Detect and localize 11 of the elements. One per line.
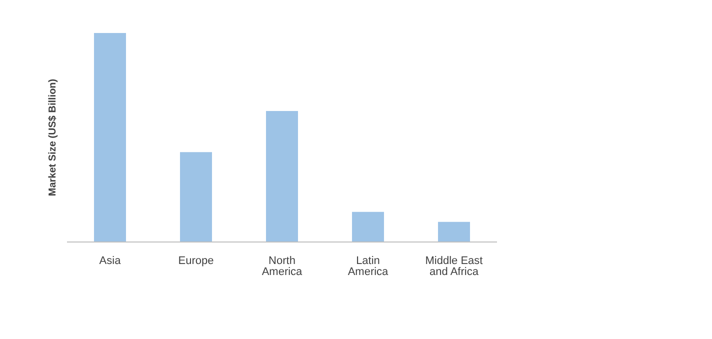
bar: [180, 152, 212, 242]
x-tick-label: Asia: [99, 254, 122, 267]
x-tick-label: Middle East and Africa: [425, 254, 483, 278]
x-tick-label: Latin America: [348, 254, 390, 278]
bar: [266, 110, 298, 242]
y-axis-title: Market Size (US$ Billion): [48, 78, 59, 196]
bar: [94, 33, 126, 242]
x-tick-label: North America: [262, 254, 304, 278]
bar: [438, 222, 470, 242]
x-tick-label: Europe: [178, 254, 214, 267]
bar: [352, 212, 384, 242]
